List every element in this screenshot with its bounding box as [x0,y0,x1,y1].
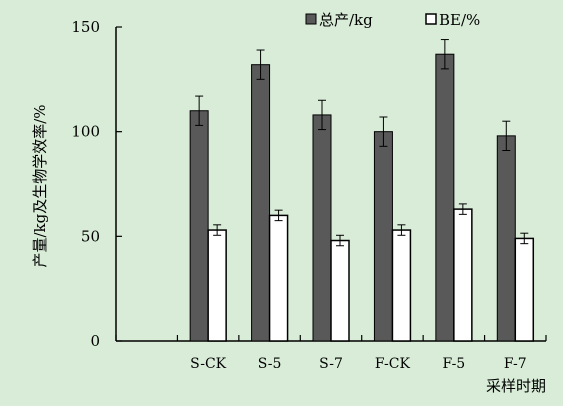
x-tick-label: F-7 [504,356,527,372]
legend: 总产/kg BE/% [305,11,480,29]
bar-be [268,214,289,342]
bar-total-yield [312,114,332,342]
x-tick-label: S-5 [258,356,282,372]
x-axis-title: 采样时期 [486,377,546,395]
bar-total-yield [496,135,516,342]
legend-label-be: BE/% [439,11,480,29]
legend-swatch-be [425,13,437,25]
y-tick-label: 50 [81,227,100,245]
bar-be [453,208,473,342]
bar-be [330,239,350,342]
bar-total-yield [435,53,455,342]
plot-area: 0 50 100 150 S-CK S-5 S-7 F-CK F-5 F-7 [71,18,547,372]
legend-swatch-total-yield [305,13,317,25]
x-tick-label: S-7 [319,356,343,372]
x-tick-label: F-5 [442,356,465,372]
bar-total-yield [251,64,271,342]
y-axis-title: 产量/kg及生物学效率/% [31,104,49,267]
bar-be [514,237,535,342]
y-tick-label: 150 [71,18,100,36]
bar-be [391,229,412,342]
x-tick-label: S-CK [190,356,227,372]
y-tick-label: 0 [90,332,100,350]
bar-total-yield [373,131,393,342]
y-tick-label: 100 [71,123,100,141]
legend-label-total-yield: 总产/kg [319,11,373,29]
x-tick-label: F-CK [375,356,411,372]
bar-be [207,229,227,342]
bar-total-yield [189,110,209,342]
